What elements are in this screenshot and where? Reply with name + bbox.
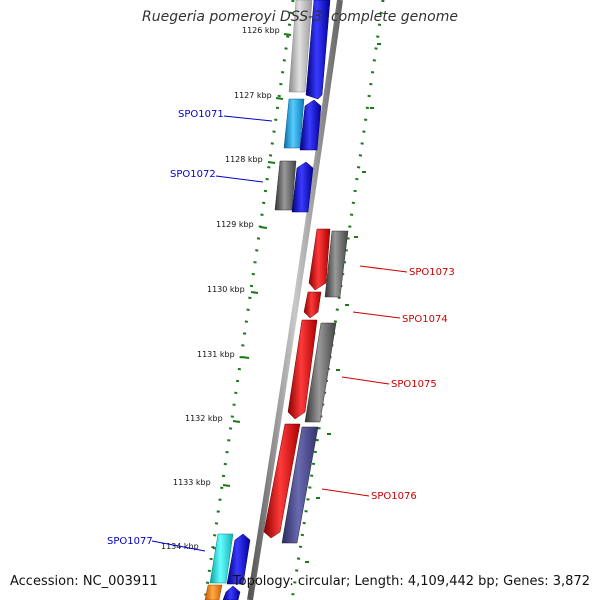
gene-feature-spo1075-gray[interactable] — [304, 322, 337, 423]
leader-line-spo1076 — [321, 488, 370, 497]
gene-feature-spo1072-blue[interactable] — [291, 161, 314, 213]
gene-label-spo1075[interactable]: SPO1075 — [391, 379, 437, 390]
gene-feature-spo1071-blue[interactable] — [299, 99, 322, 151]
gene-feature-spo1075-red[interactable] — [287, 319, 318, 420]
leader-line-spo1071 — [223, 115, 273, 122]
genome-summary-text: Topology: circular; Length: 4,109,442 bp… — [232, 574, 590, 589]
gene-label-spo1072[interactable]: SPO1072 — [170, 169, 216, 180]
tick-mark — [241, 356, 250, 359]
gene-feature-blue-bottom[interactable] — [222, 585, 241, 600]
leader-line-spo1077 — [151, 540, 206, 552]
gene-feature-spo1074-red[interactable] — [303, 291, 322, 319]
leader-lines — [151, 115, 408, 552]
tick-mark — [222, 484, 231, 487]
gene-label-spo1074[interactable]: SPO1074 — [402, 314, 448, 325]
outer-guide-dotted — [290, 0, 385, 600]
leader-line-spo1075 — [341, 376, 390, 385]
leader-line-spo1073 — [359, 265, 408, 273]
gene-label-spo1071[interactable]: SPO1071 — [178, 109, 224, 120]
gene-feature-spo1077-teal[interactable] — [209, 533, 234, 584]
tick-label-1133: 1133 kbp — [173, 478, 211, 487]
tick-mark — [275, 97, 284, 100]
genome-backbone — [247, 0, 343, 600]
leader-line-spo1074 — [352, 311, 401, 319]
gene-feature-spo1077-blue[interactable] — [226, 533, 251, 585]
tick-label-1129: 1129 kbp — [216, 220, 254, 229]
tick-mark — [267, 161, 276, 164]
gene-feature-spo1076-red[interactable] — [263, 423, 301, 539]
genome-title: Ruegeria pomeroyi DSS-3, complete genome — [142, 9, 458, 25]
tick-label-1127: 1127 kbp — [234, 91, 272, 100]
accession-text: Accession: NC_003911 — [10, 574, 158, 589]
gene-feature-orange-bottom[interactable] — [204, 584, 223, 600]
tick-label-1132: 1132 kbp — [185, 414, 223, 423]
tick-mark — [232, 420, 241, 423]
gene-label-spo1076[interactable]: SPO1076 — [371, 491, 417, 502]
inner-guide-dotted — [203, 0, 295, 600]
tick-label-1130: 1130 kbp — [207, 285, 245, 294]
leader-line-spo1072 — [215, 175, 264, 183]
tick-mark — [283, 33, 292, 36]
gene-features — [204, 0, 349, 600]
tick-mark — [250, 291, 259, 294]
tick-label-1126: 1126 kbp — [242, 26, 280, 35]
tick-mark — [259, 226, 268, 229]
gene-feature-light-gray[interactable] — [288, 0, 313, 93]
outer-tick-marks — [305, 43, 381, 563]
gene-feature-spo1073-gray[interactable] — [324, 230, 349, 298]
gene-feature-blue-top[interactable] — [305, 0, 331, 100]
tick-label-1128: 1128 kbp — [225, 155, 263, 164]
gene-label-spo1077[interactable]: SPO1077 — [107, 536, 153, 547]
gene-label-spo1073[interactable]: SPO1073 — [409, 267, 455, 278]
gene-feature-spo1076-slate[interactable] — [281, 426, 319, 544]
gene-feature-spo1073-red[interactable] — [308, 228, 331, 291]
tick-label-1131: 1131 kbp — [197, 350, 235, 359]
